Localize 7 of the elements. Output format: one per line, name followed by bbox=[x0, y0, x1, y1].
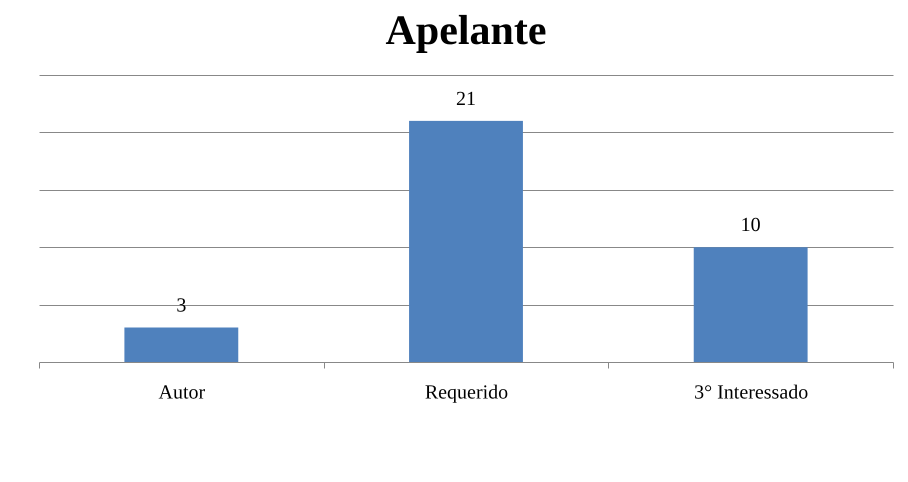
data-label: 21 bbox=[456, 88, 476, 110]
data-label: 3 bbox=[176, 294, 186, 317]
x-tick-label: 3° Interessado bbox=[694, 382, 808, 404]
chart-title: Apelante bbox=[386, 8, 546, 54]
x-tick-label: Autor bbox=[158, 382, 206, 404]
data-label: 10 bbox=[740, 214, 761, 236]
x-tick-label: Requerido bbox=[424, 382, 508, 404]
